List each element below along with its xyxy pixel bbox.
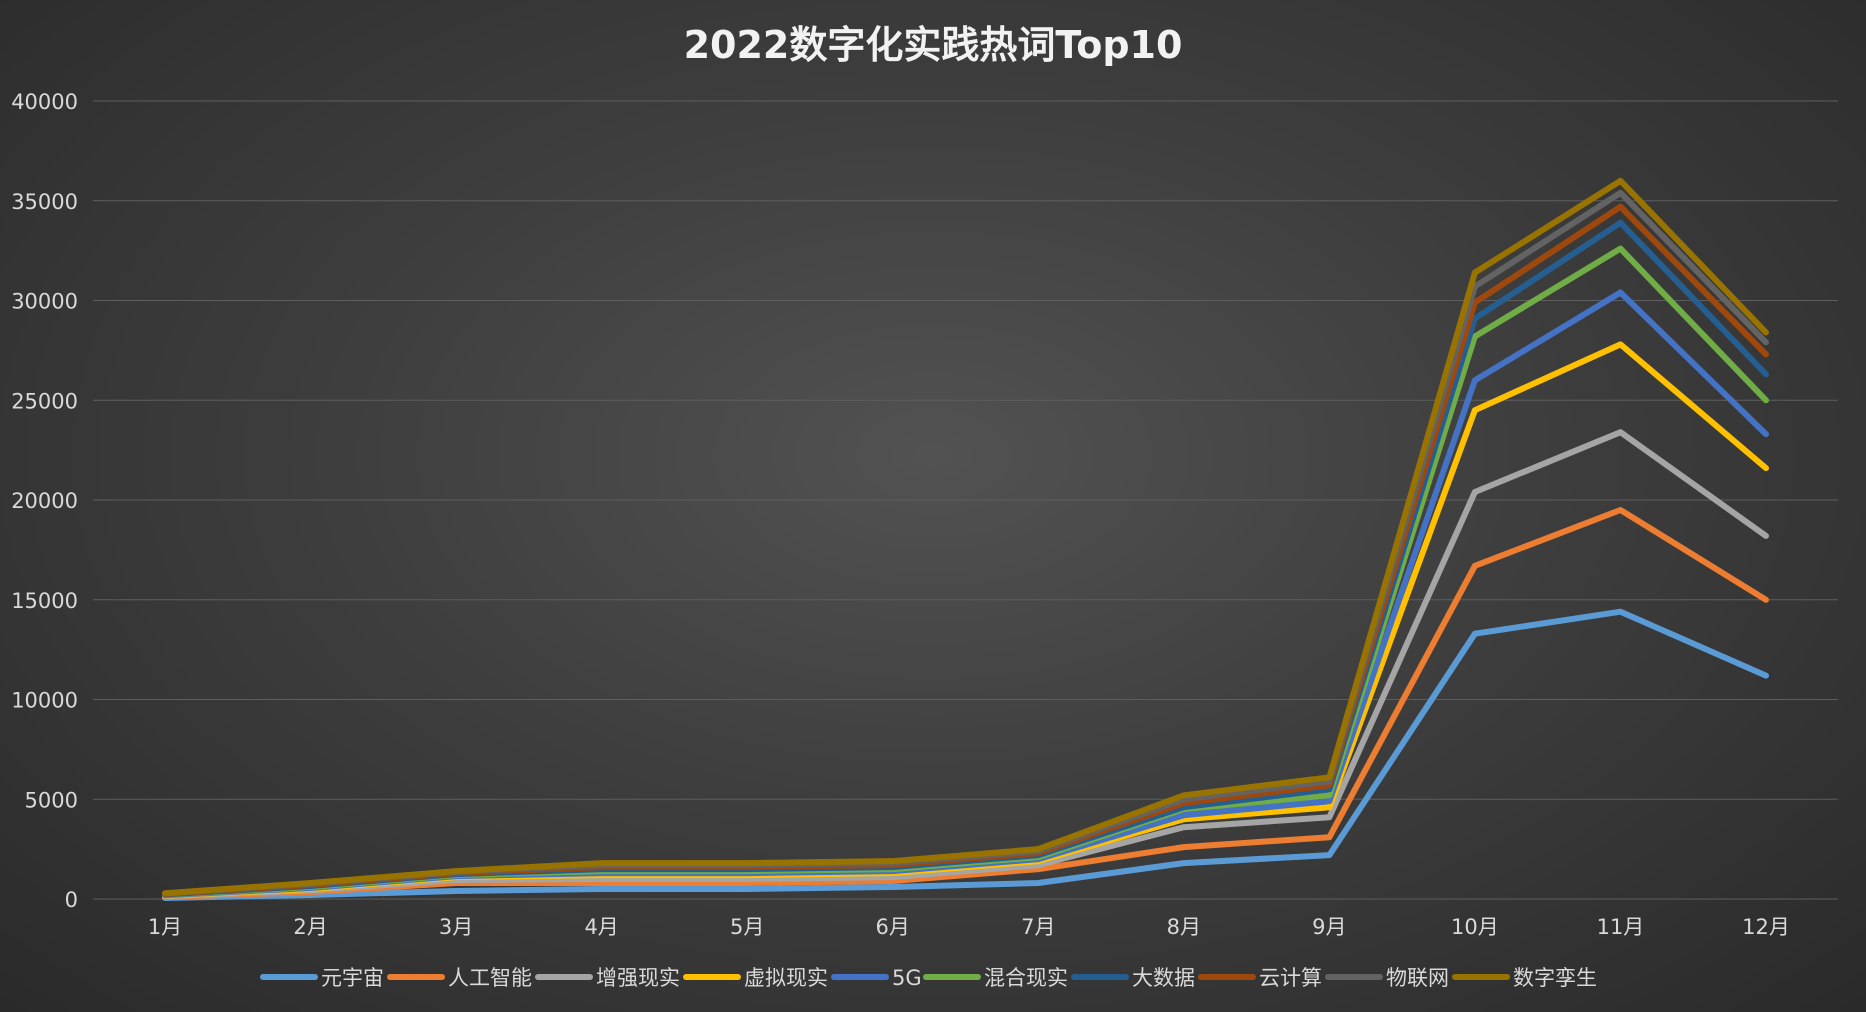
y-tick-label: 15000 xyxy=(11,589,78,613)
x-axis: 1月 2月 3月 4月 5月 6月 7月 8月 9月 10月 11月 12月 xyxy=(148,915,1790,939)
legend-label: 数字孪生 xyxy=(1513,966,1597,990)
y-tick-label: 10000 xyxy=(11,689,78,713)
x-tick-label: 4月 xyxy=(584,915,618,939)
x-tick-label: 5月 xyxy=(730,915,764,939)
legend-label: 元宇宙 xyxy=(321,966,384,990)
y-tick-label: 5000 xyxy=(25,788,78,812)
x-tick-label: 9月 xyxy=(1312,915,1346,939)
legend-label: 大数据 xyxy=(1132,966,1195,990)
series-line xyxy=(162,429,1769,900)
x-tick-label: 8月 xyxy=(1167,915,1201,939)
series-line xyxy=(162,177,1769,897)
series-line xyxy=(162,203,1769,897)
series-lines xyxy=(162,177,1769,901)
series-line xyxy=(162,341,1769,899)
x-tick-label: 7月 xyxy=(1021,915,1055,939)
legend-label: 物联网 xyxy=(1386,966,1449,990)
chart-title: 2022数字化实践热词Top10 xyxy=(684,23,1183,67)
legend: 元宇宙 人工智能 增强现实 虚拟现实 5G 混合现实 大数据 云计算 物联网 数字孪生 xyxy=(260,966,1597,990)
gridlines xyxy=(93,100,1838,900)
legend-label: 人工智能 xyxy=(448,966,532,990)
y-tick-label: 30000 xyxy=(11,290,78,314)
series-line xyxy=(162,507,1769,900)
legend-label: 虚拟现实 xyxy=(744,966,828,990)
y-tick-label: 35000 xyxy=(11,190,78,214)
y-tick-label: 40000 xyxy=(11,90,78,114)
x-tick-label: 12月 xyxy=(1742,915,1790,939)
legend-label: 5G xyxy=(892,966,922,990)
y-tick-label: 20000 xyxy=(11,489,78,513)
series-line xyxy=(162,289,1769,899)
x-tick-label: 6月 xyxy=(876,915,910,939)
series-line xyxy=(162,608,1769,901)
legend-label: 混合现实 xyxy=(984,966,1068,990)
series-line xyxy=(162,219,1769,898)
x-tick-label: 1月 xyxy=(148,915,182,939)
x-tick-label: 2月 xyxy=(293,915,327,939)
x-tick-label: 11月 xyxy=(1597,915,1645,939)
y-tick-label: 25000 xyxy=(11,389,78,413)
y-axis: 0 5000 10000 15000 20000 25000 30000 35000 40000 xyxy=(11,90,78,912)
legend-label: 增强现实 xyxy=(596,966,680,990)
x-tick-label: 10月 xyxy=(1451,915,1499,939)
x-tick-label: 3月 xyxy=(439,915,473,939)
y-tick-label: 0 xyxy=(65,888,78,912)
series-line xyxy=(162,245,1769,898)
legend-label: 云计算 xyxy=(1259,966,1322,990)
